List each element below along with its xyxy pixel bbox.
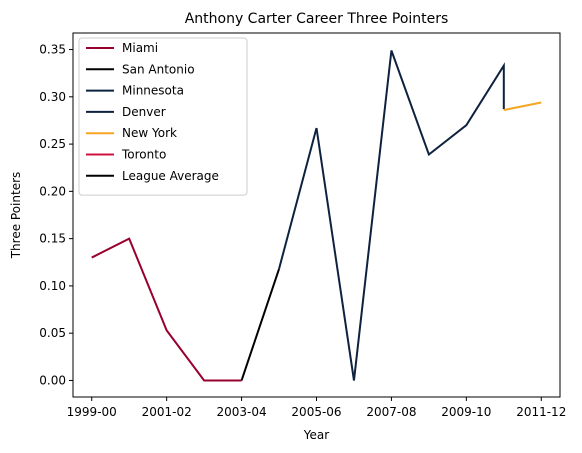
series-line-minnesota [278,127,318,270]
legend-entry: League Average [122,169,219,183]
y-tick-label: 0.35 [39,43,66,57]
x-tick-label: 2005-06 [291,405,341,419]
chart-title: Anthony Carter Career Three Pointers [185,11,449,27]
legend-entry: Minnesota [122,84,184,98]
y-tick-label: 0.25 [39,137,66,151]
legend-entry: Denver [122,105,166,119]
x-tick-label: 2007-08 [366,405,416,419]
x-tick-label: 2003-04 [217,405,267,419]
x-tick-label: 2001-02 [142,405,192,419]
series-line-new-york [503,101,542,112]
legend-entry: Toronto [121,148,166,162]
y-tick-label: 0.10 [39,279,66,293]
series-line-san-antonio [240,268,280,381]
series-layer [91,50,542,382]
y-tick-label: 0.20 [39,184,66,198]
y-tick-label: 0.00 [39,373,66,387]
x-tick-label: 2011-12 [516,405,566,419]
series-line-denver [315,50,505,381]
axes-layer: 0.00 0.05 0.10 0.15 0.20 0.25 0.30 0.35 1999-00 2… [39,32,566,419]
x-tick-label: 2009-10 [441,405,491,419]
legend-entry: New York [122,126,177,140]
legend-box [78,37,248,196]
legend-entry: Miami [122,41,158,55]
legend-entry: San Antonio [122,62,195,76]
x-tick-label: 1999-00 [67,405,117,419]
legend: Miami San Antonio Minnesota Denver New York T… [78,37,248,196]
x-axis-label: Year [303,428,329,442]
y-tick-label: 0.30 [39,90,66,104]
y-tick-label: 0.15 [39,232,66,246]
y-tick-label: 0.05 [39,326,66,340]
y-axis-label: Three Pointers [9,172,23,260]
series-line-miami [91,237,242,382]
